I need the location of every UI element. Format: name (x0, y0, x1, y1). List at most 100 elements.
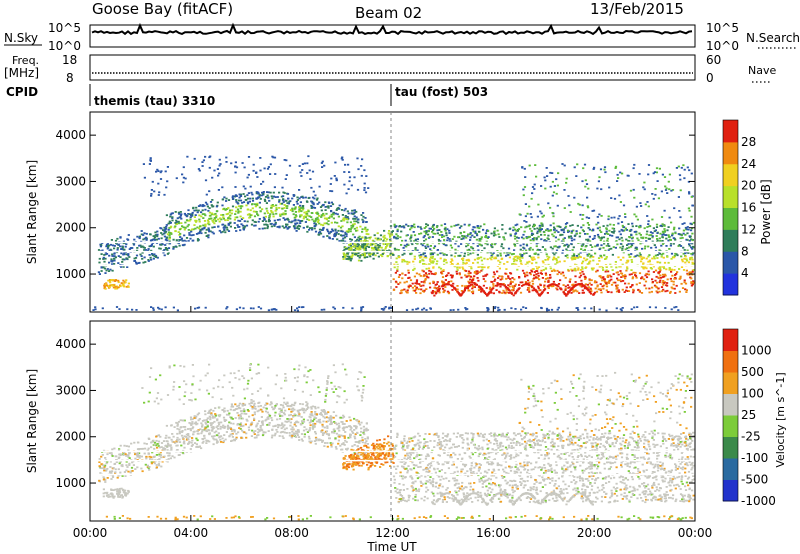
power-cell (484, 293, 488, 296)
power-cell (468, 259, 471, 262)
power-cell (364, 226, 367, 229)
velocity-cell (280, 427, 283, 430)
power-cell (563, 189, 566, 191)
power-cell (208, 217, 211, 220)
power-cell (621, 239, 624, 242)
velocity-cell (227, 413, 230, 416)
power-cell (348, 248, 351, 251)
power-cell (313, 222, 316, 225)
power-cell (213, 222, 216, 225)
power-cell (672, 280, 675, 283)
power-cell (189, 216, 192, 219)
power-cell (634, 230, 637, 233)
power-cell (618, 215, 621, 217)
power-cell (226, 228, 229, 231)
power-cell (445, 234, 448, 237)
power-cell (541, 277, 544, 279)
power-cell (108, 279, 112, 281)
power-cell (267, 196, 270, 199)
power-cell (377, 237, 380, 240)
power-cell (580, 226, 583, 229)
power-cell (122, 279, 125, 282)
power-cell (683, 279, 686, 282)
power-cell (107, 245, 110, 247)
power-cell (458, 273, 461, 276)
power-cell (126, 266, 129, 268)
power-cell (293, 216, 296, 219)
power-cell (232, 198, 235, 200)
power-cell (589, 255, 592, 258)
power-cell (608, 186, 611, 189)
power-cell (429, 245, 432, 247)
velocity-cell (156, 446, 159, 449)
power-cell (424, 255, 427, 257)
power-cell (508, 256, 511, 259)
power-cell (358, 256, 361, 259)
power-cell (525, 244, 529, 247)
power-cell (545, 240, 548, 242)
power-cell (692, 269, 696, 271)
power-cell (603, 254, 606, 257)
power-cell (212, 213, 215, 216)
power-cell (476, 234, 479, 237)
power-cell (690, 229, 693, 232)
power-cell (627, 253, 630, 256)
power-cell (534, 289, 537, 291)
power-cell (103, 254, 106, 256)
velocity-cell (333, 430, 336, 432)
power-cell (345, 218, 348, 221)
power-cell (155, 170, 158, 173)
power-cell (519, 259, 522, 262)
power-colorbar-tick: 16 (741, 201, 756, 215)
power-cell (157, 194, 160, 196)
power-cell (423, 240, 426, 242)
power-cell (145, 236, 148, 239)
velocity-cell (242, 408, 245, 411)
power-cell (421, 269, 424, 272)
power-cell (536, 270, 539, 272)
power-cell (582, 249, 585, 252)
velocity-cell (216, 418, 219, 421)
power-cell (533, 271, 536, 273)
power-cell (263, 167, 266, 170)
power-cell (360, 174, 363, 177)
velocity-cell (332, 416, 335, 419)
power-cell (205, 228, 208, 231)
power-cell (562, 291, 565, 293)
velocity-cell (123, 444, 126, 447)
power-cell (339, 234, 343, 237)
power-cell (593, 166, 596, 169)
power-cell (552, 285, 555, 287)
power-cell (206, 205, 209, 208)
power-cell (268, 218, 271, 221)
power-cell (423, 281, 426, 284)
power-cell (448, 240, 451, 243)
velocity-cell (155, 454, 158, 456)
power-cell (366, 240, 369, 243)
power-cell (231, 209, 234, 212)
power-cell (655, 281, 659, 284)
power-cell (418, 283, 421, 285)
power-cell (599, 283, 602, 285)
power-cell (120, 266, 123, 268)
power-colorbar-segment (723, 229, 738, 252)
power-cell (632, 188, 635, 191)
power-cell (570, 239, 574, 242)
power-cell (246, 201, 249, 204)
power-cell (680, 282, 683, 285)
power-cell (562, 240, 565, 243)
power-cell (222, 216, 225, 219)
power-cell (506, 261, 509, 263)
power-cell (143, 256, 146, 259)
power-cell (303, 211, 306, 214)
power-cell (133, 238, 136, 241)
power-cell (489, 286, 492, 289)
power-cell (595, 223, 598, 226)
power-cell (451, 285, 454, 287)
velocity-cell (314, 442, 317, 445)
power-cell (483, 291, 486, 294)
power-cell (207, 229, 211, 231)
power-cell (587, 224, 591, 226)
power-cell (567, 235, 571, 238)
power-cell (215, 210, 218, 213)
